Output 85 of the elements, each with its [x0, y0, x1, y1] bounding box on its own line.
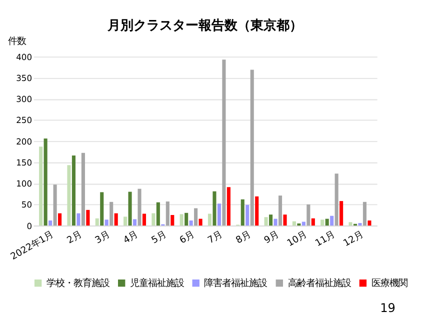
bar — [58, 213, 62, 226]
bar — [180, 214, 184, 226]
bar — [95, 218, 99, 226]
bar — [325, 218, 329, 226]
x-tick-label: 8月 — [234, 229, 253, 246]
y-axis-title: 件数 — [8, 36, 26, 48]
bar — [124, 216, 128, 226]
bar — [189, 220, 193, 226]
bar — [194, 208, 198, 226]
bar — [255, 196, 259, 226]
x-tick-label: 6月 — [178, 229, 196, 246]
bar — [76, 213, 80, 226]
y-tick-label: 400 — [16, 52, 32, 62]
y-tick-label: 250 — [16, 115, 32, 126]
bar — [48, 220, 52, 226]
bar — [104, 220, 108, 226]
bar — [292, 221, 296, 226]
bar — [114, 213, 118, 226]
x-tick-label: 5月 — [150, 229, 168, 246]
bar — [72, 155, 76, 226]
bar — [297, 223, 301, 226]
legend-label: 医療機関 — [371, 278, 408, 289]
bar — [269, 214, 273, 226]
x-tick-label: 3月 — [93, 229, 112, 246]
bar — [142, 214, 146, 226]
legend-label: 児童福祉施設 — [130, 278, 184, 289]
bar — [306, 204, 310, 226]
bar — [184, 212, 188, 226]
bar — [44, 138, 48, 226]
bar — [368, 220, 372, 226]
y-tick-label: 0 — [26, 220, 32, 231]
bar — [246, 204, 250, 226]
bar — [198, 218, 202, 226]
bar — [53, 184, 57, 226]
bar — [222, 60, 226, 226]
bar — [334, 174, 338, 226]
bar — [100, 192, 104, 226]
bar — [138, 188, 142, 226]
bar — [86, 210, 90, 226]
bar — [250, 70, 254, 226]
bar — [156, 202, 160, 226]
bar — [208, 214, 212, 226]
bar — [311, 218, 315, 226]
bar — [348, 222, 352, 226]
y-tick-label: 200 — [16, 136, 32, 146]
x-tick-label: 9月 — [262, 229, 281, 246]
bar — [362, 202, 366, 226]
bar — [166, 201, 170, 226]
text: 19 — [380, 300, 396, 315]
bar — [340, 201, 344, 226]
bar — [81, 152, 85, 226]
bar — [302, 222, 306, 226]
bar — [278, 196, 282, 226]
x-tick-label: 11月 — [314, 229, 338, 250]
bar — [170, 214, 174, 226]
bar — [110, 202, 114, 226]
legend-label: 高齢者福祉施設 — [288, 278, 351, 289]
x-tick-label: 4月 — [122, 229, 140, 246]
bar — [330, 216, 334, 226]
y-tick-label: 350 — [16, 72, 32, 83]
bar — [283, 214, 287, 226]
bar — [217, 204, 221, 226]
bar — [274, 218, 278, 226]
y-tick-label: 100 — [16, 178, 32, 189]
y-tick-label: 300 — [16, 94, 32, 104]
x-tick-label: 2月 — [65, 229, 84, 246]
bar — [152, 213, 156, 226]
y-tick-label: 150 — [16, 157, 32, 168]
bar — [212, 191, 216, 226]
x-tick-label: 12月 — [342, 229, 366, 250]
bar — [39, 146, 43, 226]
bar — [226, 187, 230, 226]
y-tick-label: 50 — [21, 200, 32, 210]
legend-label: 障害者福祉施設 — [204, 278, 268, 289]
legend-label: 学校・教育施設 — [46, 278, 110, 289]
bar — [128, 192, 132, 226]
bar — [264, 217, 268, 226]
bar — [320, 220, 324, 226]
x-tick-label: 7月 — [206, 229, 224, 246]
x-tick-label: 10月 — [285, 229, 309, 250]
bar — [240, 199, 244, 226]
bar — [358, 223, 362, 226]
bar — [67, 165, 71, 226]
chart-title: 月別クラスター報告数（東京都） — [106, 18, 303, 34]
bar — [132, 219, 137, 226]
